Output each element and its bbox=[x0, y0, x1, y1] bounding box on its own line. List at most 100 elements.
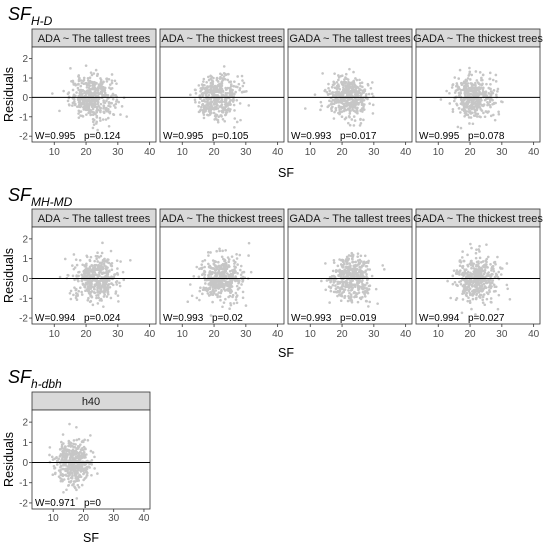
residual-point bbox=[474, 70, 478, 73]
residual-point bbox=[207, 75, 210, 79]
residual-point bbox=[85, 255, 89, 259]
residual-point bbox=[69, 297, 73, 301]
residual-point bbox=[346, 104, 349, 107]
residual-point bbox=[53, 467, 56, 470]
residual-point bbox=[88, 76, 92, 80]
x-tick-label: 30 bbox=[240, 147, 252, 158]
residual-point bbox=[332, 274, 336, 278]
residual-point bbox=[327, 86, 330, 90]
residual-point bbox=[90, 473, 93, 477]
residual-point bbox=[478, 256, 482, 260]
residual-point bbox=[229, 83, 233, 86]
residual-point bbox=[450, 86, 454, 89]
residual-point bbox=[69, 453, 72, 457]
residual-point bbox=[90, 73, 94, 77]
residual-point bbox=[336, 285, 340, 289]
residual-point bbox=[221, 110, 225, 114]
residual-point bbox=[107, 77, 111, 81]
residual-point bbox=[200, 263, 204, 266]
residual-point bbox=[348, 123, 352, 127]
residual-point bbox=[453, 76, 457, 79]
residual-point bbox=[359, 122, 363, 125]
residual-point bbox=[100, 261, 104, 264]
residual-point bbox=[121, 270, 125, 274]
residual-point bbox=[455, 296, 459, 300]
residual-point bbox=[351, 86, 355, 90]
residual-point bbox=[61, 473, 64, 476]
residual-point bbox=[460, 311, 464, 315]
residual-point bbox=[476, 112, 480, 116]
residual-point bbox=[86, 299, 90, 302]
residual-point bbox=[360, 273, 363, 276]
x-tick-label: 20 bbox=[336, 147, 348, 158]
residual-point bbox=[94, 68, 98, 72]
residual-point bbox=[216, 118, 220, 122]
shapiro-p-value: p=0.017 bbox=[340, 131, 377, 142]
residual-point bbox=[101, 241, 104, 245]
x-tick-label: 40 bbox=[272, 329, 284, 340]
residual-point bbox=[479, 102, 482, 106]
residual-point bbox=[464, 293, 468, 297]
residual-point bbox=[52, 464, 56, 468]
residual-point bbox=[224, 111, 228, 114]
residual-point bbox=[483, 286, 486, 290]
residual-point bbox=[477, 86, 480, 90]
residual-point bbox=[73, 100, 76, 103]
residual-point bbox=[62, 478, 66, 481]
residual-point bbox=[212, 111, 216, 115]
residual-point bbox=[338, 280, 342, 284]
residual-point bbox=[475, 115, 479, 118]
residual-point bbox=[96, 128, 99, 132]
residual-point bbox=[482, 272, 486, 276]
residual-point bbox=[63, 452, 66, 455]
residual-point bbox=[66, 274, 70, 277]
residual-point bbox=[445, 89, 448, 93]
residual-point bbox=[494, 289, 497, 293]
facet-panel: h40 W=0.971 p=0 10 20 30 40 bbox=[31, 391, 151, 524]
residual-point bbox=[496, 255, 499, 259]
residual-point bbox=[76, 83, 80, 86]
residual-point bbox=[469, 278, 472, 282]
residual-point bbox=[61, 456, 64, 460]
residual-point bbox=[90, 264, 93, 267]
residual-point bbox=[358, 265, 361, 269]
residual-point bbox=[108, 110, 112, 114]
residual-point bbox=[99, 102, 103, 106]
residual-point bbox=[365, 282, 369, 285]
residual-point bbox=[335, 87, 339, 91]
residual-point bbox=[60, 443, 64, 447]
residual-point bbox=[490, 265, 494, 269]
facet-strip-label: ADA ~ The tallest trees bbox=[38, 213, 151, 225]
residual-point bbox=[98, 291, 102, 295]
residual-point bbox=[446, 279, 449, 283]
residual-point bbox=[80, 483, 84, 487]
x-tick-label: 10 bbox=[48, 513, 60, 524]
residual-point bbox=[465, 92, 469, 95]
residual-point bbox=[356, 263, 359, 267]
residual-point bbox=[362, 108, 366, 111]
residual-point bbox=[230, 255, 234, 258]
residual-point bbox=[478, 267, 481, 271]
residual-point bbox=[222, 301, 226, 304]
residual-point bbox=[220, 266, 223, 269]
residual-point bbox=[477, 99, 480, 103]
residual-point bbox=[463, 98, 466, 102]
residual-point bbox=[107, 124, 111, 128]
residual-point bbox=[461, 266, 464, 270]
residual-point bbox=[481, 73, 485, 77]
residual-point bbox=[211, 300, 214, 304]
residual-point bbox=[338, 87, 342, 91]
facet-panel: ADA ~ The tallest trees W=0.995 p=0.124 10 2… bbox=[31, 28, 157, 158]
residual-point bbox=[129, 259, 132, 262]
residual-point bbox=[470, 246, 473, 250]
residual-point bbox=[76, 465, 80, 468]
residual-point bbox=[454, 272, 458, 275]
residual-point bbox=[68, 449, 71, 452]
residual-point bbox=[106, 109, 109, 113]
residual-point bbox=[204, 93, 208, 97]
residual-point bbox=[76, 444, 80, 448]
residual-point bbox=[470, 283, 474, 287]
residual-point bbox=[458, 93, 461, 97]
residual-point bbox=[88, 462, 91, 466]
residual-point bbox=[233, 117, 237, 120]
